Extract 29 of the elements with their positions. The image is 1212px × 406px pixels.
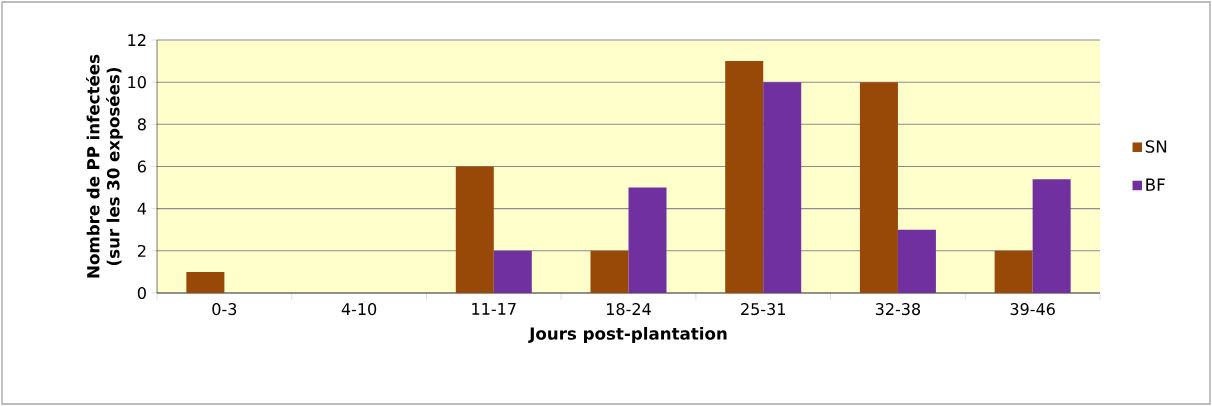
y-tick-label: 0 xyxy=(137,286,146,300)
x-axis-title: Jours post-plantation xyxy=(528,326,727,344)
x-tick-label: 11-17 xyxy=(472,303,516,315)
x-tick-label: 18-24 xyxy=(607,303,651,316)
y-tick-label: 10 xyxy=(128,76,146,89)
x-tick-label: 32-38 xyxy=(875,303,921,316)
y-tick-label: 4 xyxy=(137,202,147,215)
bar xyxy=(590,250,629,293)
bar xyxy=(897,229,936,293)
legend-label: SN xyxy=(1145,140,1167,153)
x-tick-label: 4-10 xyxy=(341,303,377,316)
y-tick-label: 6 xyxy=(137,160,146,173)
x-tick-label: 25-31 xyxy=(741,303,785,316)
bar xyxy=(859,82,898,293)
bar xyxy=(186,271,225,293)
x-tick-label: 39-46 xyxy=(1010,303,1055,316)
bar xyxy=(628,187,667,293)
bar xyxy=(725,61,764,293)
bar xyxy=(1032,179,1071,293)
bar xyxy=(455,166,494,293)
y-tick-label: 12 xyxy=(128,34,146,46)
y-axis-title: Nombre de PP infectées (sur les 30 exposées) xyxy=(86,54,123,278)
y-tick-label: 8 xyxy=(137,118,146,131)
bar xyxy=(994,250,1033,293)
y-tick-label: 2 xyxy=(137,244,146,257)
bar xyxy=(493,250,532,293)
bar xyxy=(763,82,802,293)
legend-label: BF xyxy=(1146,178,1165,191)
x-tick-label: 0-3 xyxy=(212,303,237,316)
